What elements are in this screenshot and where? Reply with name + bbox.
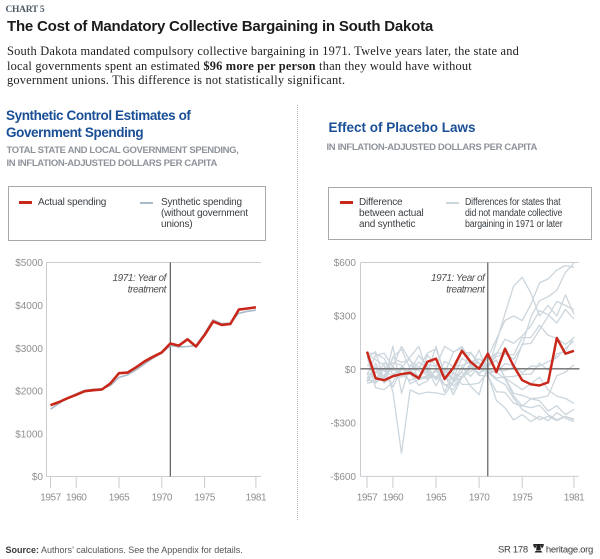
svg-text:$600: $600 — [334, 258, 357, 269]
svg-text:1971: Year of: 1971: Year of — [113, 273, 168, 284]
svg-text:1981: 1981 — [564, 493, 585, 504]
svg-text:1981: 1981 — [246, 493, 267, 504]
svg-text:$2000: $2000 — [15, 387, 43, 398]
svg-text:1971: Year of: 1971: Year of — [431, 273, 486, 284]
svg-text:-$300: -$300 — [330, 419, 356, 430]
svg-text:$4000: $4000 — [15, 301, 43, 312]
svg-text:$1000: $1000 — [15, 429, 43, 440]
svg-text:$300: $300 — [334, 312, 357, 323]
svg-text:1960: 1960 — [66, 493, 87, 504]
svg-text:1975: 1975 — [512, 493, 533, 504]
svg-text:treatment: treatment — [446, 284, 486, 295]
svg-text:1957: 1957 — [40, 493, 61, 504]
svg-text:1965: 1965 — [109, 493, 130, 504]
svg-text:$0: $0 — [345, 365, 357, 376]
svg-text:$5000: $5000 — [15, 258, 43, 269]
svg-text:treatment: treatment — [128, 284, 168, 295]
svg-text:$3000: $3000 — [15, 344, 43, 355]
svg-text:-$600: -$600 — [330, 472, 356, 483]
svg-text:1975: 1975 — [194, 493, 215, 504]
svg-text:1970: 1970 — [152, 493, 173, 504]
svg-text:1965: 1965 — [426, 493, 447, 504]
svg-text:1960: 1960 — [383, 493, 404, 504]
svg-text:1957: 1957 — [357, 493, 378, 504]
svg-text:1970: 1970 — [469, 493, 490, 504]
svg-text:$0: $0 — [32, 472, 44, 483]
